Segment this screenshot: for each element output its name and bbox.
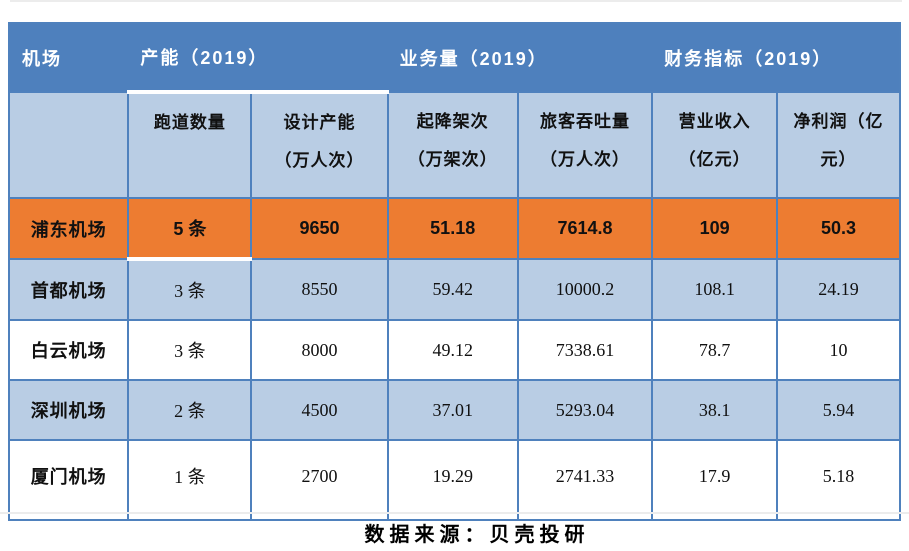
passenger-throughput-cell: 10000.2 — [516, 258, 654, 321]
revenue-cell: 78.7 — [651, 319, 778, 381]
col-header-line: 起降架次 — [416, 112, 489, 131]
col-header-passenger-throughput: 旅客吞吐量 （万人次） — [516, 91, 654, 199]
table-row-shoudu: 首都机场 3 条 8550 59.42 10000.2 108.1 24.19 — [7, 258, 901, 321]
col-header-line: 旅客吞吐量 — [540, 112, 630, 131]
column-header-row: 跑道数量 设计产能 （万人次） 起降架次 （万架次） 旅客吞吐量 （万人次） 营… — [7, 91, 901, 199]
designed-capacity-cell: 2700 — [250, 439, 389, 521]
col-header-revenue: 营业收入 （亿元） — [651, 91, 778, 199]
table-row-shenzhen: 深圳机场 2 条 4500 37.01 5293.04 38.1 5.94 — [7, 379, 901, 441]
revenue-cell: 38.1 — [651, 379, 778, 441]
group-header-airport: 机场 — [9, 22, 129, 93]
col-header-designed-capacity: 设计产能 （万人次） — [250, 91, 389, 199]
top-divider — [10, 0, 902, 2]
table-row-pudong: 浦东机场 5 条 9650 51.18 7614.8 109 50.3 — [7, 197, 901, 261]
col-header-line: 营业收入 — [678, 112, 751, 131]
col-header-net-profit: 净利润（亿 元） — [776, 91, 901, 199]
col-header-runways: 跑道数量 — [127, 91, 253, 199]
group-header-row: 机场 产能（2019） 业务量（2019） 财务指标（2019） — [9, 22, 900, 94]
takeoffs-landings-cell: 19.29 — [386, 439, 519, 521]
revenue-cell: 109 — [651, 197, 778, 260]
runways-cell: 3 条 — [127, 258, 253, 321]
takeoffs-landings-cell: 51.18 — [386, 197, 519, 260]
table-row-baiyun: 白云机场 3 条 8000 49.12 7338.61 78.7 10 — [7, 319, 901, 381]
net-profit-cell: 24.19 — [776, 258, 901, 321]
revenue-cell: 17.9 — [651, 439, 778, 521]
takeoffs-landings-cell: 59.42 — [386, 258, 519, 321]
col-header-line: 净利润（亿 — [793, 112, 884, 131]
takeoffs-landings-cell: 49.12 — [386, 319, 519, 381]
net-profit-cell: 5.18 — [776, 439, 901, 521]
net-profit-cell: 50.3 — [776, 197, 901, 260]
net-profit-cell: 5.94 — [776, 379, 901, 441]
col-header-line: 设计产能 — [283, 113, 356, 132]
passenger-throughput-cell: 5293.04 — [516, 379, 654, 441]
designed-capacity-cell: 8000 — [250, 319, 389, 381]
airport-comparison-table: 机场 产能（2019） 业务量（2019） 财务指标（2019） 跑道数量 设计… — [7, 22, 901, 521]
passenger-throughput-cell: 2741.33 — [516, 439, 654, 521]
net-profit-cell: 10 — [776, 319, 901, 381]
runways-cell: 1 条 — [127, 439, 253, 521]
runways-cell: 2 条 — [127, 379, 253, 441]
passenger-throughput-cell: 7338.61 — [516, 319, 654, 381]
col-header-line: 元） — [820, 150, 857, 169]
airport-name-cell: 首都机场 — [7, 258, 130, 321]
footer-divider — [0, 512, 909, 514]
table-row-xiamen: 厦门机场 1 条 2700 19.29 2741.33 17.9 5.18 — [7, 439, 901, 521]
airport-name-cell: 浦东机场 — [7, 197, 130, 260]
designed-capacity-cell: 4500 — [250, 379, 389, 441]
revenue-cell: 108.1 — [651, 258, 778, 321]
runways-cell: 5 条 — [127, 197, 253, 261]
takeoffs-landings-cell: 37.01 — [386, 379, 519, 441]
col-header-line: （亿元） — [678, 150, 751, 169]
data-source-caption: 数据来源：贝壳投研 — [364, 524, 590, 546]
group-header-financial: 财务指标（2019） — [652, 22, 900, 93]
group-header-capacity: 产能（2019） — [128, 22, 388, 94]
col-header-line: （万架次） — [407, 150, 498, 169]
runways-cell: 3 条 — [127, 319, 253, 381]
airport-name-cell: 白云机场 — [7, 319, 130, 381]
col-header-line: （万人次） — [274, 151, 365, 170]
airport-name-cell: 深圳机场 — [7, 379, 130, 441]
col-header-takeoffs-landings: 起降架次 （万架次） — [386, 91, 519, 199]
col-header-line: （万人次） — [540, 150, 630, 169]
designed-capacity-cell: 9650 — [250, 197, 389, 260]
col-header-line: 跑道数量 — [153, 113, 226, 132]
passenger-throughput-cell: 7614.8 — [516, 197, 654, 260]
designed-capacity-cell: 8550 — [250, 258, 389, 321]
group-header-volume: 业务量（2019） — [387, 22, 653, 93]
blank-header-cell — [7, 91, 130, 199]
airport-name-cell: 厦门机场 — [7, 439, 130, 521]
